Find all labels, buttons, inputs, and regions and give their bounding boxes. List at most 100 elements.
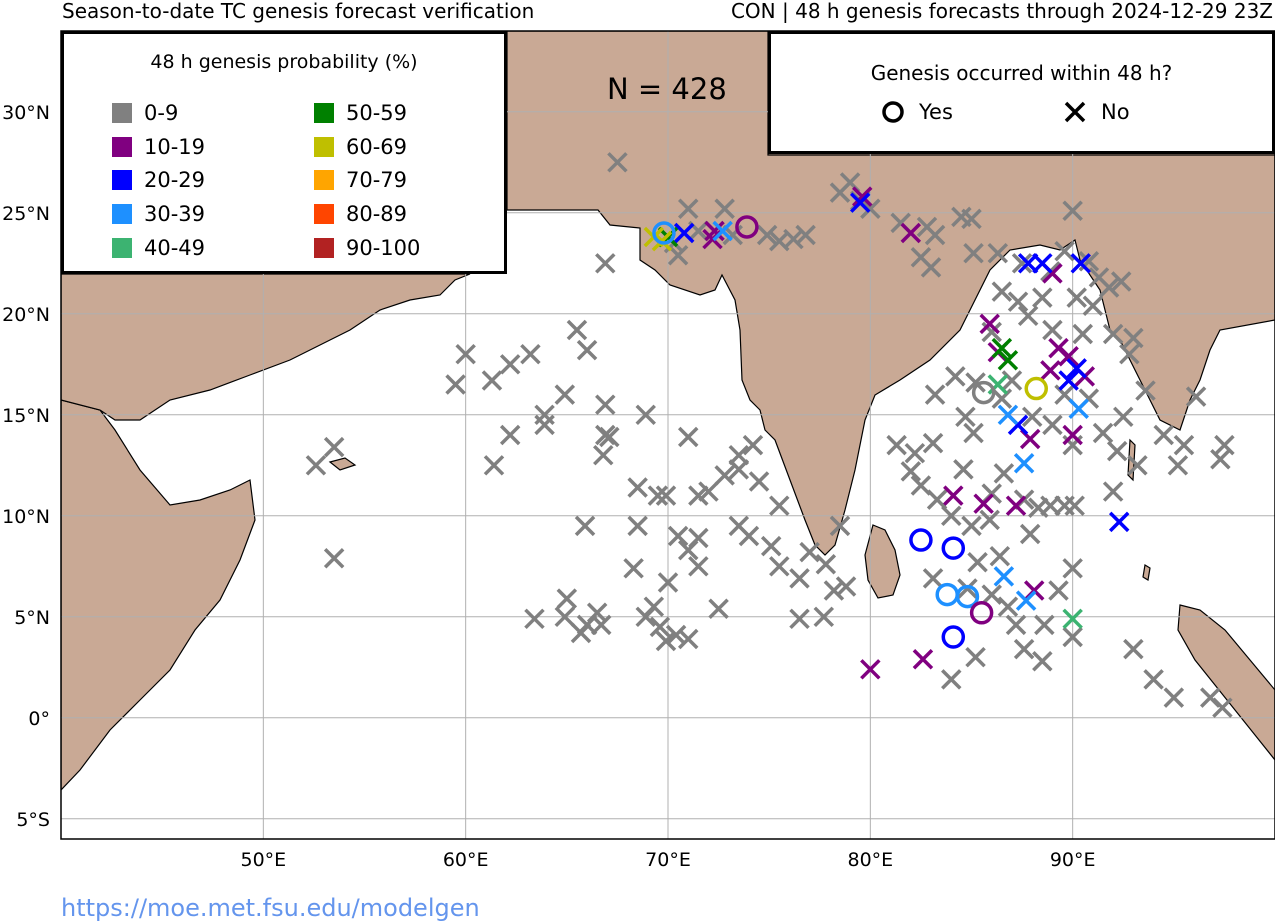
no-genesis-marker	[789, 568, 810, 589]
no-genesis-marker	[1102, 481, 1124, 502]
chart-title-right: CON | 48 h genesis forecasts through 202…	[730, 0, 1273, 23]
no-genesis-marker	[1098, 277, 1120, 298]
no-genesis-marker	[667, 525, 689, 547]
probability-legend-item: 30-39	[112, 201, 205, 227]
no-genesis-marker	[714, 465, 735, 486]
color-swatch	[112, 136, 132, 157]
no-genesis-marker	[926, 489, 948, 510]
no-genesis-marker	[835, 576, 857, 597]
no-genesis-marker	[1062, 608, 1083, 630]
no-genesis-marker	[1042, 414, 1063, 436]
no-genesis-marker	[576, 339, 598, 361]
no-genesis-marker	[595, 394, 616, 415]
no-genesis-marker	[1021, 406, 1043, 428]
no-genesis-marker	[534, 414, 555, 436]
no-genesis-marker	[1058, 370, 1079, 391]
latitude-tick-label: 5°N	[14, 607, 50, 629]
no-genesis-marker	[688, 485, 709, 506]
no-genesis-marker	[590, 614, 612, 636]
probability-legend: 48 h genesis probability (%) 0-9 10-19 20-…	[61, 31, 507, 274]
no-genesis-marker	[1068, 398, 1089, 419]
no-genesis-marker	[1034, 614, 1055, 636]
no-genesis-marker	[965, 646, 986, 668]
no-genesis-marker	[1005, 614, 1027, 636]
no-genesis-marker	[748, 471, 770, 492]
probability-range-label: 60-69	[346, 134, 408, 159]
no-genesis-marker	[599, 426, 620, 448]
no-genesis-marker	[815, 554, 837, 575]
probability-legend-item: 10-19	[112, 134, 205, 160]
no-genesis-marker	[1106, 440, 1128, 462]
circle-icon	[882, 101, 904, 123]
no-genesis-marker	[586, 602, 608, 623]
longitude-tick-label: 60°E	[443, 849, 489, 871]
no-genesis-marker	[1135, 380, 1156, 401]
no-genesis-marker	[989, 545, 1011, 567]
map-frame	[60, 30, 1275, 840]
genesis-legend: Genesis occurred within 48 h? Yes No	[768, 31, 1275, 154]
no-genesis-marker	[1110, 271, 1132, 292]
probability-range-label: 40-49	[144, 235, 206, 260]
no-genesis-marker	[677, 539, 699, 561]
no-genesis-marker	[1062, 558, 1083, 579]
no-genesis-marker	[1082, 295, 1104, 316]
source-url[interactable]: https://moe.met.fsu.edu/modelgen	[61, 894, 480, 922]
no-genesis-marker	[1013, 453, 1035, 474]
color-swatch	[112, 103, 132, 123]
no-genesis-marker	[829, 515, 851, 537]
no-genesis-marker	[712, 220, 733, 242]
no-genesis-marker	[997, 596, 1019, 617]
sri-lanka	[864, 524, 901, 599]
no-genesis-marker	[554, 606, 576, 628]
no-genesis-marker	[688, 556, 709, 577]
no-genesis-marker	[455, 343, 476, 365]
no-genesis-marker	[981, 584, 1002, 605]
genesis-marker	[971, 380, 996, 405]
no-genesis-marker	[1123, 327, 1144, 349]
no-genesis-marker	[1048, 580, 1069, 601]
no-genesis-marker	[1102, 323, 1124, 345]
no-genesis-marker	[813, 606, 835, 628]
probability-range-label: 0-9	[144, 101, 179, 125]
latitude-tick-label: 25°N	[2, 203, 50, 225]
no-genesis-marker	[635, 404, 656, 426]
no-genesis-marker	[849, 192, 871, 213]
no-genesis-marker	[1072, 323, 1094, 345]
no-genesis-marker	[647, 485, 669, 506]
no-genesis-marker	[957, 578, 978, 599]
no-genesis-marker	[991, 388, 1013, 409]
no-genesis-marker	[714, 198, 735, 219]
no-genesis-marker	[961, 515, 982, 537]
genesis-marker	[652, 221, 676, 245]
no-genesis-marker	[789, 608, 810, 630]
x-icon	[1064, 101, 1086, 123]
no-genesis-marker	[900, 461, 922, 482]
no-genesis-marker	[574, 515, 596, 537]
genesis-marker	[941, 625, 966, 649]
no-genesis-marker	[1163, 687, 1185, 708]
no-genesis-marker	[922, 568, 944, 589]
no-genesis-marker	[987, 242, 1009, 264]
no-genesis-marker	[769, 495, 790, 516]
no-genesis-marker	[1040, 360, 1061, 381]
probability-legend-item: 20-29	[112, 167, 205, 193]
nicobar-islands	[1142, 564, 1151, 581]
no-genesis-marker	[941, 669, 962, 690]
no-genesis-marker	[1066, 358, 1087, 379]
longitude-tick-label: 90°E	[1050, 849, 1096, 871]
land-layer	[61, 31, 1275, 791]
no-genesis-marker	[627, 477, 648, 498]
no-genesis-marker	[665, 624, 687, 646]
no-genesis-marker	[708, 598, 729, 619]
no-genesis-marker	[627, 515, 648, 537]
no-genesis-marker	[1042, 319, 1063, 341]
genesis-yes-label: Yes	[919, 100, 953, 124]
color-swatch	[112, 237, 132, 258]
sumatra	[1177, 604, 1275, 761]
latitude-tick-label: 20°N	[2, 304, 50, 326]
no-genesis-marker	[1127, 455, 1148, 476]
no-genesis-marker	[481, 370, 503, 391]
no-genesis-marker	[1119, 343, 1140, 365]
probability-legend-item: 50-59	[314, 100, 407, 126]
no-genesis-marker	[649, 616, 671, 638]
